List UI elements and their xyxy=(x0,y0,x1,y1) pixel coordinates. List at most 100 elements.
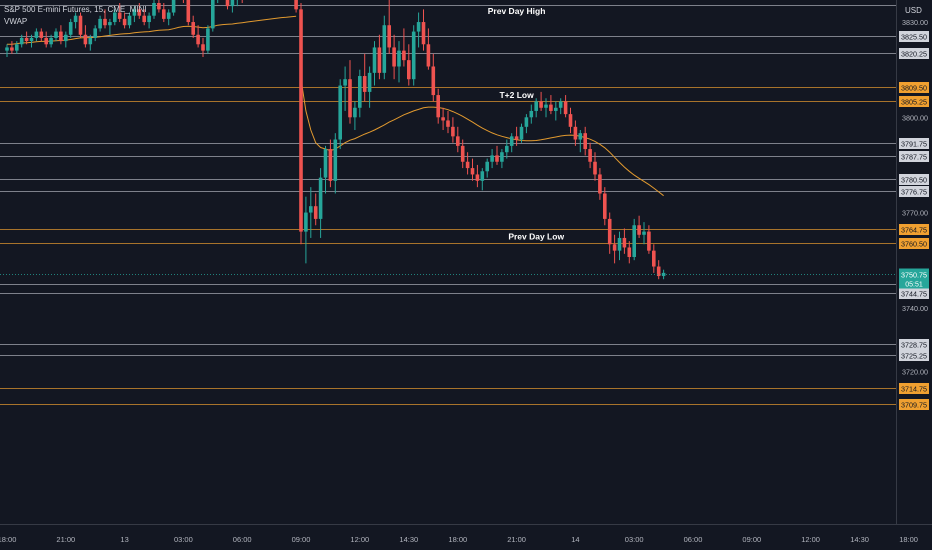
candle-down xyxy=(191,15,195,38)
candle-body xyxy=(362,76,367,92)
level-price-label: 3714.75 xyxy=(901,385,927,394)
candle-body xyxy=(34,31,39,38)
candle-up xyxy=(367,66,372,108)
candle-body xyxy=(88,37,93,45)
candle-body xyxy=(328,149,333,181)
level-price-tag xyxy=(899,138,929,149)
candle-body xyxy=(191,22,195,35)
candle-body xyxy=(147,15,151,23)
candle-down xyxy=(573,120,578,146)
candle-up xyxy=(554,101,558,121)
candle-up xyxy=(558,98,563,115)
level-price-tag xyxy=(899,383,929,394)
candle-body xyxy=(470,168,475,175)
level-price-tag xyxy=(899,350,929,361)
candle-down xyxy=(328,139,333,188)
time-tick-label: 18:00 xyxy=(899,535,918,544)
level-price-label: 3809.50 xyxy=(901,84,927,93)
candle-up xyxy=(505,139,509,159)
candle-body xyxy=(152,3,156,16)
symbol-title[interactable]: S&P 500 E-mini Futures, 15, CME_MINI xyxy=(4,5,147,14)
level-price-label: 3791.75 xyxy=(901,140,927,149)
candle-body xyxy=(637,225,641,235)
level-price-tag xyxy=(899,186,929,197)
vwap-session-1 xyxy=(7,15,297,45)
candle-up xyxy=(29,34,34,48)
candle-body xyxy=(171,0,176,13)
time-tick-label: 09:00 xyxy=(742,535,761,544)
level-price-tag xyxy=(899,48,929,59)
candle-up xyxy=(397,41,401,83)
time-axis[interactable]: 18:00 21:00 13 03:00 06:00 09:00 12:00 14:30 18:… xyxy=(0,535,918,544)
candle-down xyxy=(362,53,367,102)
level-annotation: T+2 Low xyxy=(499,90,534,100)
time-tick-label: 12:00 xyxy=(801,535,820,544)
candle-down xyxy=(431,53,436,102)
candle-body xyxy=(490,155,494,162)
last-price-label: 3750.75 xyxy=(901,271,927,280)
candle-body xyxy=(98,18,102,29)
candle-body xyxy=(323,149,328,178)
candle-body xyxy=(382,25,387,73)
level-annotations: Prev Day High T+2 Low Prev Day Low xyxy=(488,6,565,241)
level-annotation: Prev Day Low xyxy=(508,231,564,241)
bar-countdown-label: 05:51 xyxy=(905,282,923,289)
candle-down xyxy=(593,152,597,181)
candle-down xyxy=(607,212,612,254)
time-tick-label: 14 xyxy=(571,535,579,544)
time-tick-label: 09:00 xyxy=(292,535,311,544)
candle-up xyxy=(68,18,73,38)
candle-down xyxy=(470,158,475,181)
candle-body xyxy=(480,171,485,181)
candle-body xyxy=(397,50,401,67)
candle-body xyxy=(103,18,107,26)
candle-body xyxy=(402,50,406,61)
candle-body xyxy=(534,101,538,111)
candle-down xyxy=(142,9,146,26)
candle-up xyxy=(524,114,529,134)
candle-down xyxy=(387,0,391,54)
candle-up xyxy=(206,25,210,54)
candle-up xyxy=(416,12,421,48)
candle-body xyxy=(73,15,78,23)
candle-body xyxy=(544,104,548,108)
candle-body xyxy=(617,237,622,251)
candle-up xyxy=(323,145,328,194)
candle-body xyxy=(157,3,161,10)
candle-body xyxy=(54,31,58,38)
candle-down xyxy=(627,241,632,264)
indicator-legend-vwap[interactable]: VWAP xyxy=(4,17,28,26)
candle-body xyxy=(19,37,24,45)
candle-body xyxy=(24,37,29,42)
level-price-label: 3805.25 xyxy=(901,98,927,107)
candle-body xyxy=(416,22,421,32)
candle-down xyxy=(39,28,44,42)
level-price-label: 3825.50 xyxy=(901,33,927,42)
time-tick-label: 14:30 xyxy=(850,535,869,544)
candle-body xyxy=(64,34,68,42)
candle-body xyxy=(201,44,205,51)
candle-up xyxy=(113,9,117,26)
time-tick-label: 14:30 xyxy=(399,535,418,544)
candle-body xyxy=(495,155,499,162)
candle-body xyxy=(573,126,578,140)
time-tick-label: 18:00 xyxy=(0,535,16,544)
candle-body xyxy=(122,18,127,26)
candle-down xyxy=(588,142,592,169)
candle-up xyxy=(236,0,238,7)
candle-up xyxy=(171,0,176,16)
level-price-tag xyxy=(899,399,929,410)
candle-up xyxy=(642,222,646,245)
candle-down xyxy=(475,164,480,188)
candle-down xyxy=(652,244,656,273)
candle-down xyxy=(441,107,445,130)
candle-body xyxy=(421,22,426,45)
vwap-session-2 xyxy=(300,79,664,197)
candle-body xyxy=(49,37,53,45)
candle-down xyxy=(637,215,641,238)
candle-body xyxy=(441,117,445,121)
candle-down xyxy=(157,0,161,13)
candle-down xyxy=(583,126,587,156)
candle-body xyxy=(353,107,357,118)
